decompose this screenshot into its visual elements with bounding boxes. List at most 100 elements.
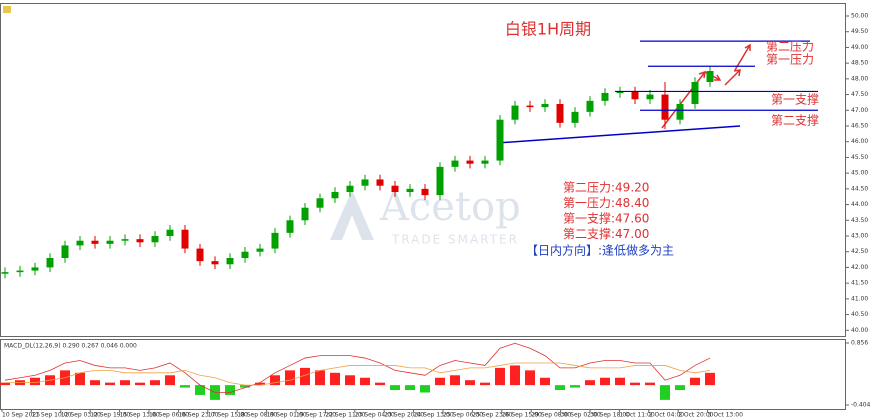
candle-body — [136, 239, 144, 243]
macd-bar — [225, 385, 235, 395]
candle-body — [601, 93, 609, 101]
candle-body — [16, 270, 24, 273]
chart-title: 白银1H周期 — [505, 20, 591, 39]
candle-body — [211, 261, 219, 265]
y-tick-label: 46.50 — [851, 123, 868, 130]
candle-body — [91, 240, 99, 244]
x-tick-label: 23 Sep 04:00 — [355, 412, 395, 419]
candle-body — [166, 229, 174, 236]
y-tick-label: 44.50 — [851, 185, 868, 192]
level-note: 第一压力:48.40 — [563, 196, 649, 210]
macd-bar — [675, 385, 685, 391]
macd-bar — [90, 380, 100, 386]
macd-bar — [150, 380, 160, 386]
candle-body — [331, 192, 339, 199]
candle-body — [1, 272, 9, 274]
macd-bar — [285, 370, 295, 386]
macd-line — [4, 342, 711, 393]
watermark: Acetop TRADE SMARTER — [330, 184, 521, 247]
y-tick-label: 48.00 — [851, 75, 868, 82]
x-tick-label: 15 Sep 13:00 — [120, 412, 160, 419]
macd-bar — [570, 385, 580, 388]
macd-bar — [585, 380, 595, 386]
candle-body — [181, 229, 189, 249]
candle-body — [121, 239, 129, 241]
macd-bar — [360, 377, 370, 386]
macd-bar — [390, 385, 400, 391]
macd-bar — [660, 385, 670, 400]
candle-body — [571, 111, 579, 123]
y-tick-label: 40.00 — [851, 327, 868, 334]
y-tick-label: -0.404 — [851, 402, 870, 409]
candle-body — [271, 232, 279, 249]
candle-body — [316, 198, 324, 208]
macd-bar — [405, 385, 415, 391]
macd-bar — [255, 382, 265, 386]
x-tick-label: 22 Sep 11:00 — [325, 412, 365, 419]
candle-body — [541, 104, 549, 108]
macd-bar — [555, 385, 565, 391]
macd-bar — [630, 382, 640, 386]
macd-bar — [510, 365, 520, 386]
x-tick-label: 1 Oct 11:00 — [619, 412, 654, 419]
candle-body — [661, 94, 669, 120]
macd-bar — [375, 382, 385, 386]
macd-bar — [165, 375, 175, 386]
macd-bar — [0, 382, 10, 386]
macd-bar — [315, 370, 325, 386]
macd-bar — [705, 372, 715, 386]
arrows — [661, 43, 751, 129]
y-tick-label: 43.50 — [851, 217, 868, 224]
level-label: 第二支撑 — [771, 113, 819, 128]
candle-body — [496, 119, 504, 161]
chart-icon — [3, 6, 11, 13]
macd-bar — [540, 377, 550, 386]
macd-bar — [645, 382, 655, 386]
x-tick-label: 16 Sep 06:00 — [149, 412, 189, 419]
candle-body — [361, 179, 369, 186]
y-tick-label: 49.00 — [851, 44, 868, 51]
macd-bar — [495, 367, 505, 386]
level-note: 第一支撑:47.60 — [563, 211, 649, 226]
x-tick-label: 25 Sep 06:00 — [443, 412, 483, 419]
y-tick-label: 47.00 — [851, 107, 868, 114]
candle-body — [466, 160, 474, 164]
x-tick-label: 12 Sep 03:00 — [61, 412, 101, 419]
trend-line — [496, 125, 741, 144]
candle-body — [706, 71, 714, 82]
x-tick-label: 24 Sep 13:00 — [414, 412, 454, 419]
x-tick-label: 18 Sep 08:00 — [237, 412, 277, 419]
candle-body — [346, 185, 354, 192]
x-tick-label: 16 Sep 23:00 — [178, 412, 218, 419]
macd-bar — [270, 375, 280, 386]
macd-bar — [600, 377, 610, 386]
y-tick-label: 41.00 — [851, 295, 868, 302]
y-tick-label: 48.50 — [851, 60, 868, 67]
candle-body — [451, 160, 459, 167]
candle-body — [391, 185, 399, 192]
macd-bar — [345, 375, 355, 386]
macd-bar — [690, 377, 700, 386]
candle-body — [631, 91, 639, 100]
macd-bar — [480, 382, 490, 386]
macd-bar — [135, 382, 145, 386]
macd-bar — [105, 382, 115, 386]
level-label: 第一支撑 — [771, 92, 819, 107]
candle-body — [526, 105, 534, 108]
candle-body — [106, 240, 114, 244]
y-tick-label: 44.00 — [851, 201, 868, 208]
x-tick-label: 10 Sep 2025 — [2, 412, 40, 419]
macd-bar — [615, 377, 625, 386]
candle-body — [226, 258, 234, 265]
macd-bar — [435, 377, 445, 386]
level-label: 第二压力 — [766, 40, 814, 54]
x-tick-label: 30 Sep 02:00 — [561, 412, 601, 419]
candle-body — [286, 220, 294, 233]
candle-body — [436, 166, 444, 196]
candle-body — [556, 104, 564, 123]
macd-bar — [330, 372, 340, 386]
macd-bar — [30, 377, 40, 386]
x-tick-label: 29 Sep 08:00 — [531, 412, 571, 419]
candle-body — [616, 91, 624, 93]
